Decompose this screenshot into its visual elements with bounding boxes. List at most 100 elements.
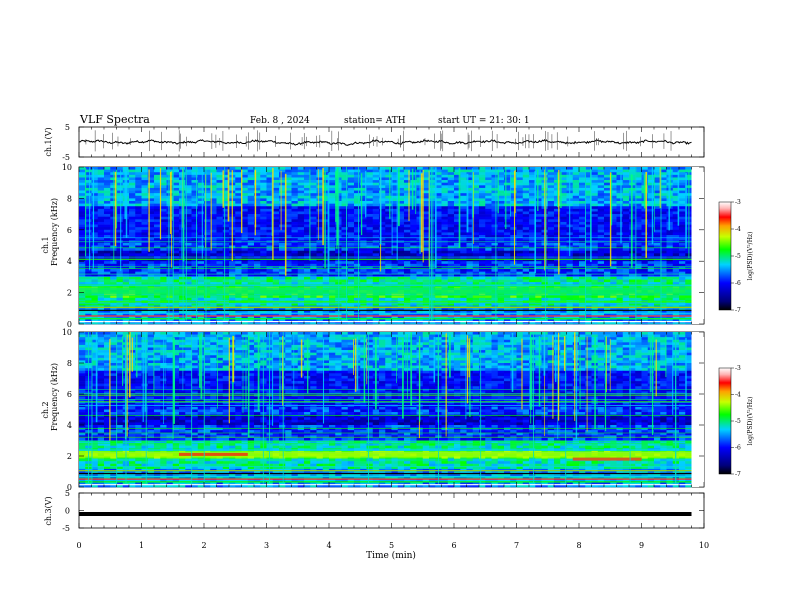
spectrogram-cell (435, 174, 442, 178)
spectrogram-cell (204, 214, 211, 218)
spectrogram-cell (485, 245, 492, 249)
spectrogram-cell (404, 232, 411, 236)
spectrogram-cell (291, 182, 299, 186)
spectrogram-cell (310, 185, 317, 189)
spectrogram-cell (435, 221, 442, 225)
spectrogram-cell (272, 261, 280, 265)
spectrogram-cell (310, 174, 317, 178)
spectrogram-cell (529, 237, 536, 241)
spectrogram-cell (435, 198, 442, 202)
spectrogram-cell (360, 282, 367, 286)
spectrogram-cell (685, 167, 692, 170)
spectrogram-cell (554, 282, 561, 286)
spectrogram-cell (104, 214, 111, 218)
spectrogram-cell (460, 174, 467, 178)
spectrogram-cell (454, 211, 461, 215)
spectrogram-cell (454, 177, 461, 181)
spectrogram-cell (616, 167, 624, 170)
spectrogram-cell (666, 274, 674, 278)
spectrogram-cell (635, 174, 642, 178)
spectrogram-cell (585, 242, 592, 246)
spectrogram-cell (447, 258, 455, 262)
spectrogram-cell (672, 261, 680, 265)
spectrogram-cell (579, 172, 586, 176)
spectrogram-cell (397, 271, 405, 275)
spectrogram-cell (591, 211, 599, 215)
spectrogram-cell (547, 198, 555, 202)
spectrogram-cell (616, 198, 624, 202)
spectrogram-cell (466, 219, 474, 223)
spectrogram-cell (591, 227, 599, 231)
spectrogram-cell (347, 180, 355, 183)
spectrogram-cell (585, 180, 592, 183)
spectrogram-cell (579, 206, 586, 210)
spectrogram-cell (172, 180, 180, 183)
spectrogram-cell (635, 242, 642, 246)
spectrogram-cell (585, 253, 592, 257)
spectrogram-cell (597, 221, 605, 225)
spectrogram-cell (572, 258, 580, 262)
spectrogram-cell (529, 172, 536, 176)
spectrogram-cell (304, 174, 311, 178)
spectrogram-cell (104, 216, 111, 220)
spectrogram-cell (304, 221, 311, 225)
spectrogram-cell (672, 185, 680, 189)
spectrogram-cell (654, 219, 661, 223)
spectrogram-cell (172, 227, 180, 231)
spectrogram-cell (347, 185, 355, 189)
spectrogram-cell (304, 250, 311, 254)
spectrogram-cell (404, 221, 411, 225)
spectrogram-cell (654, 232, 661, 236)
spectrogram-cell (304, 253, 311, 257)
spectrogram-cell (266, 284, 274, 288)
spectrogram-cell (260, 206, 267, 210)
spectrogram-cell (360, 221, 367, 225)
spectrogram-cell (585, 174, 592, 178)
spectrogram-cell (341, 242, 349, 246)
spectrogram-cell (610, 229, 617, 233)
spectrogram-cell (535, 232, 542, 236)
spectrogram-cell (472, 174, 480, 178)
spectrogram-cell (97, 214, 105, 218)
spectrogram-cell (522, 198, 530, 202)
spectrogram-cell (354, 253, 361, 257)
spectrogram-cell (579, 169, 586, 173)
spectrogram-cell (679, 242, 686, 246)
spectrogram-cell (610, 219, 617, 223)
spectrogram-cell (454, 229, 461, 233)
spectrogram-cell (672, 208, 680, 212)
spectrogram-cell (591, 172, 599, 176)
spectrogram-cell (679, 206, 686, 210)
spectrogram-cell (454, 276, 461, 280)
spectrogram-cell (104, 271, 111, 275)
spectrogram-cell (397, 266, 405, 270)
spectrogram-cell (622, 182, 630, 186)
spectrogram-cell (204, 255, 211, 259)
spectrogram-cell (460, 206, 467, 210)
spectrogram-cell (347, 216, 355, 220)
spectrogram-cell (579, 295, 586, 299)
spectrogram-cell (554, 245, 561, 249)
spectrogram-cell (310, 187, 317, 191)
spectrogram-cell (304, 237, 311, 241)
spectrogram-cell (504, 271, 511, 275)
spectrogram-cell (97, 193, 105, 197)
spectrogram-cell (141, 232, 149, 236)
spectrogram-cell (429, 229, 436, 233)
spectrogram-cell (347, 177, 355, 181)
spectrogram-cell (97, 274, 105, 278)
spectrogram-cell (610, 266, 617, 270)
spectrogram-cell (172, 232, 180, 236)
spectrogram-cell (522, 187, 530, 191)
spectrogram-cell (247, 203, 255, 207)
spectrogram-cell (279, 206, 286, 210)
spectrogram-cell (572, 253, 580, 257)
spectrogram-cell (197, 261, 205, 265)
spectrogram-cell (504, 266, 511, 270)
spectrogram-cell (535, 216, 542, 220)
spectrogram-cell (160, 248, 167, 252)
spectrogram-cell (572, 271, 580, 275)
spectrogram-cell (97, 235, 105, 238)
spectrogram-cell (354, 201, 361, 204)
spectrogram-cell (97, 185, 105, 189)
